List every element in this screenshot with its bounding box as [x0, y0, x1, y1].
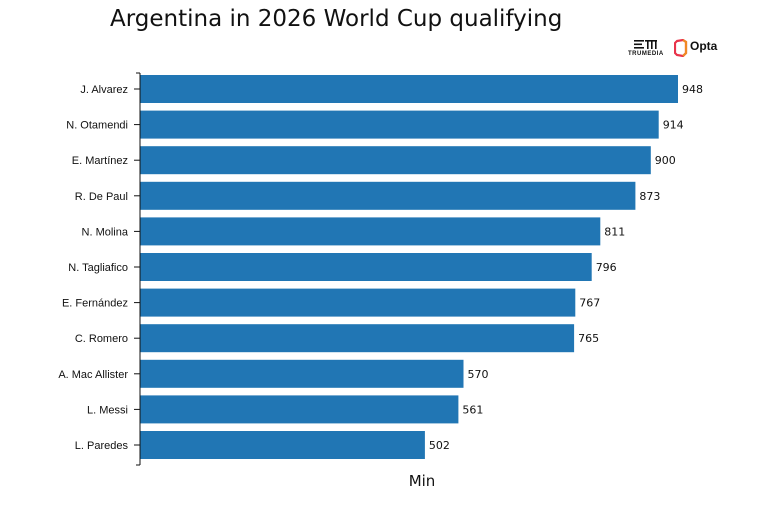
bar-value-label: 914 [663, 119, 684, 132]
bar-value-label: 765 [578, 332, 599, 345]
bar [140, 181, 636, 210]
bar [140, 395, 459, 424]
y-tick-label: C. Romero [75, 333, 128, 345]
y-tick-label: L. Paredes [75, 440, 129, 452]
opta-logo-text: Opta [690, 39, 718, 53]
logo-group: TRUMEDIA Opta [628, 38, 728, 60]
y-tick-label: L. Messi [87, 404, 128, 416]
bar [140, 217, 601, 246]
bar [140, 75, 678, 103]
bar [140, 110, 659, 139]
y-tick-label: N. Otamendi [66, 120, 128, 132]
bar [140, 146, 651, 175]
chart-title: Argentina in 2026 World Cup qualifying [110, 6, 563, 32]
y-tick-label: E. Martínez [72, 155, 128, 167]
y-tick-label: J. Alvarez [80, 84, 128, 96]
bar-value-label: 948 [682, 83, 703, 96]
bar [140, 431, 425, 459]
y-tick-label: N. Molina [82, 226, 129, 238]
y-tick-label: R. De Paul [75, 191, 128, 203]
bar-value-label: 796 [596, 261, 617, 274]
bar-value-label: 811 [604, 225, 625, 238]
x-axis-label: Min [409, 472, 436, 490]
bar-value-label: 767 [579, 297, 600, 310]
bar-value-label: 873 [639, 190, 660, 203]
y-tick-label: A. Mac Allister [58, 369, 128, 381]
bar [140, 359, 464, 388]
bar-value-label: 502 [429, 439, 450, 452]
bar-value-label: 900 [655, 154, 676, 167]
y-tick-label: E. Fernández [62, 298, 128, 310]
bar-value-label: 570 [468, 368, 489, 381]
bar [140, 253, 592, 281]
bar-value-label: 561 [462, 403, 483, 416]
trumedia-logo-icon [634, 40, 657, 49]
y-axis: J. Alvarez N. Otamendi E. Martínez R. De Pa… [58, 72, 141, 466]
bar [140, 288, 576, 317]
bar [140, 324, 575, 353]
y-tick-label: N. Tagliafico [68, 262, 128, 274]
bars-layer: 948 914 900 873 811 796 767 765 570 561 502 [140, 75, 703, 459]
trumedia-logo-text: TRUMEDIA [628, 51, 664, 57]
opta-logo-icon [674, 39, 688, 57]
